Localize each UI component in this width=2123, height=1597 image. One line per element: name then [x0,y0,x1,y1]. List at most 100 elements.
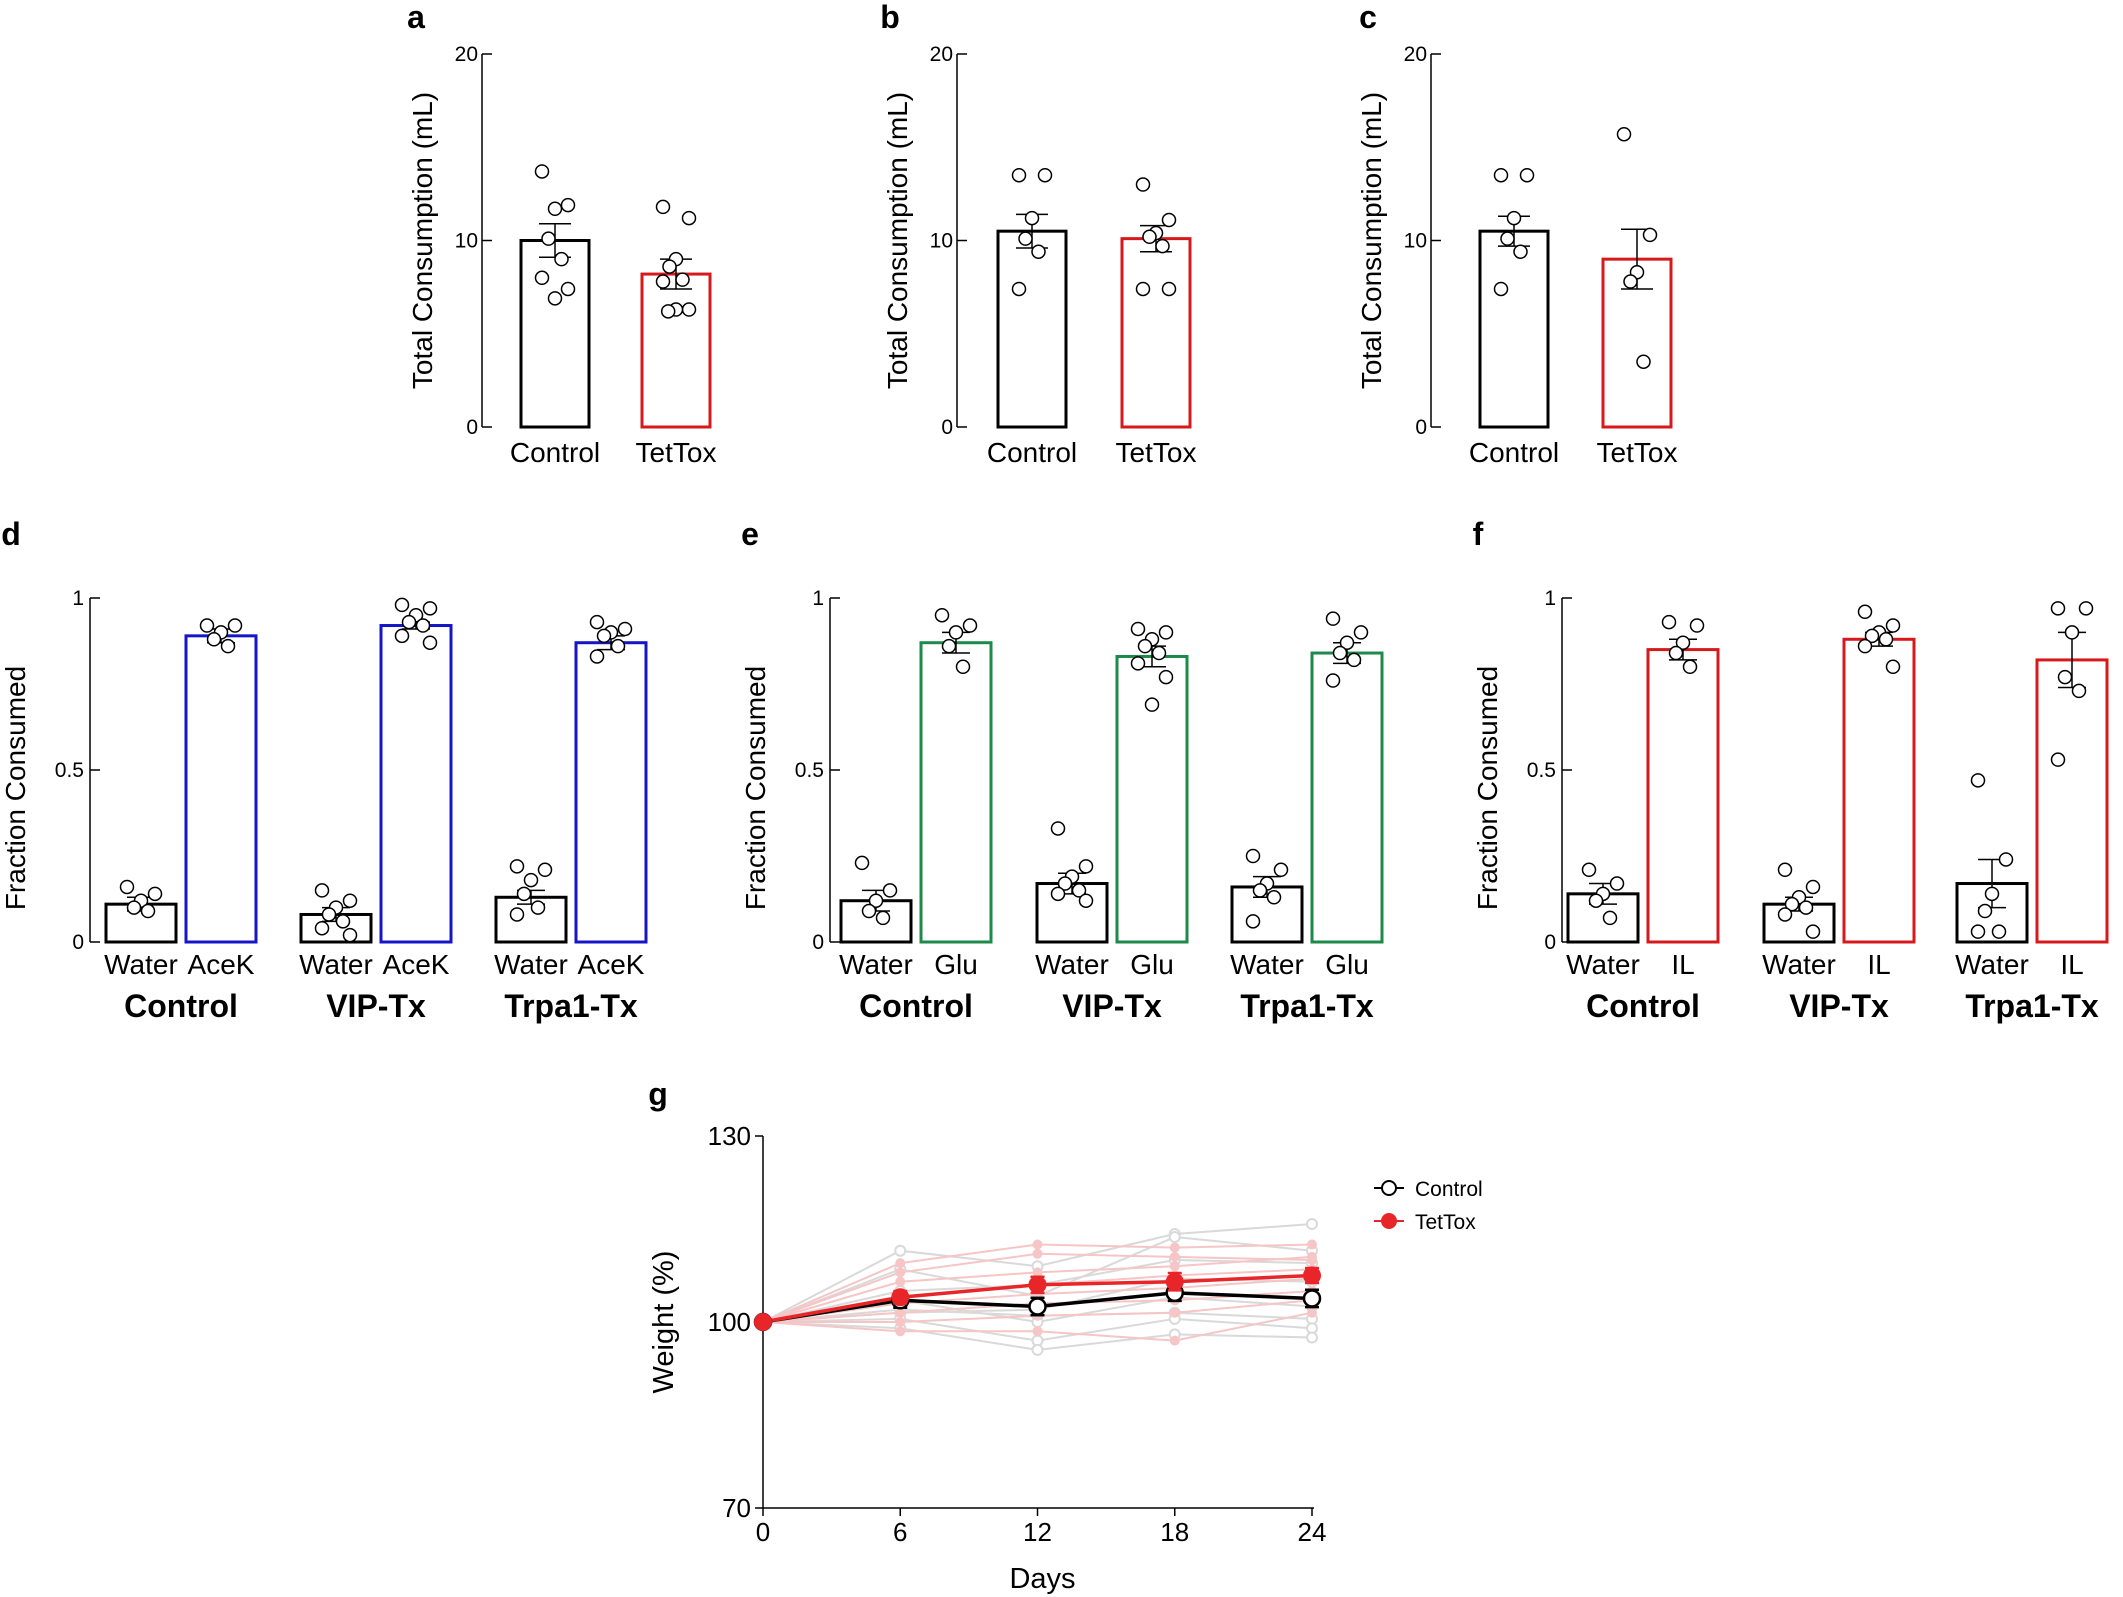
individual-point [895,1258,906,1269]
individual-point [1306,1331,1318,1344]
panel-a: a 0 10 20 Total Consumption (mL) Control TetTo… [407,0,716,468]
data-point [861,903,877,919]
legend: Control TetTox [1374,1178,1483,1234]
data-point [1245,914,1261,929]
x-category-label: Control [510,437,600,468]
data-point [1970,924,1986,939]
bar-control [519,239,591,429]
data-point [1266,890,1282,905]
panel-e: e 0 0.5 1 Fraction Consumed Water Glu Water Glu W… [740,516,1384,1024]
data-point [1623,274,1638,289]
data-point [1273,862,1289,878]
data-point [662,259,677,274]
data-point [547,291,563,306]
bar-il [2035,658,2109,944]
x-category-label: Water [1955,949,2029,980]
data-point [1024,210,1040,226]
bar-acek [379,624,453,944]
x-tick-label: 0 [756,1517,770,1547]
y-axis-label: Weight (%) [648,1251,680,1394]
data-point [1977,903,1993,919]
individual-point [895,1326,906,1337]
panel-g: g 70 100 130 0 6 12 18 24 Days Weight (%) Control Te… [648,1076,1483,1595]
x-category-label: AceK [383,949,450,980]
x-category-label: TetTox [636,437,717,468]
panel-letter: d [1,516,21,552]
bar-glu [1310,651,1384,944]
x-category-label: IL [1671,949,1694,980]
data-point [1805,924,1821,939]
mean-point [1028,1297,1047,1316]
data-point [941,638,957,654]
data-point [1581,862,1597,878]
mean-point [1303,1266,1321,1285]
data-point [314,883,330,898]
data-point [1805,879,1821,895]
mean-point [754,1313,772,1331]
data-point [596,628,612,644]
x-category-label: TetTox [1116,437,1197,468]
panel-letter: c [1359,0,1377,35]
data-point [1011,281,1027,297]
data-point [140,903,156,919]
legend-label: TetTox [1415,1211,1476,1234]
x-tick-label: 18 [1160,1517,1189,1547]
individual-point [1307,1307,1317,1318]
panel-letter: e [741,516,759,552]
data-point [681,302,697,317]
x-tick-label: 6 [893,1517,907,1547]
data-point [394,628,410,644]
data-point [660,304,676,319]
group-label: Control [124,988,238,1024]
x-category-label: Glu [934,949,978,980]
individual-point [1031,1343,1044,1356]
data-point [534,270,550,286]
data-point [1857,638,1873,654]
y-tick-label: 0.5 [55,759,84,782]
mean-point [1028,1275,1047,1294]
x-axis-label: Days [1009,1563,1075,1595]
y-tick-label: 20 [1404,43,1427,66]
data-point [962,618,978,633]
data-point [1050,886,1066,902]
y-tick-label: 100 [708,1307,751,1337]
data-point [1011,167,1027,183]
panel-d: d 0 0.5 1 Fraction Consumed Water AceK Water Ace… [0,516,648,1024]
data-point [1519,167,1535,183]
data-point [422,635,438,650]
y-tick-label: 1 [1544,587,1556,610]
data-point [321,907,337,922]
y-tick-label: 0 [72,931,84,954]
data-point [401,614,417,630]
data-point [1339,635,1355,650]
y-tick-label: 0 [1544,931,1556,954]
data-point [422,601,438,616]
y-tick-label: 10 [930,230,953,253]
mean-point [1302,1289,1322,1308]
data-point [1057,876,1073,891]
bar-control [1478,229,1550,429]
data-point [199,618,215,633]
data-point [1158,669,1174,685]
data-point [2078,601,2094,616]
data-point [1506,210,1522,226]
individual-point [1032,1248,1043,1259]
data-point [1998,852,2014,867]
data-point [1151,645,1167,661]
data-point [1602,910,1618,926]
data-point [1252,883,1268,898]
panel-letter: b [880,0,900,35]
individual-point [1169,1242,1180,1253]
data-point [206,632,222,647]
data-point [589,649,605,664]
data-point [1135,177,1151,192]
data-point [1144,697,1160,712]
data-point [220,638,236,654]
group-label: VIP-Tx [1789,988,1889,1024]
data-point [2050,752,2066,767]
data-point [675,272,690,287]
bar-tettox [640,272,712,429]
data-point [415,618,431,633]
x-category-label: Water [104,949,178,980]
data-point [1155,238,1170,254]
